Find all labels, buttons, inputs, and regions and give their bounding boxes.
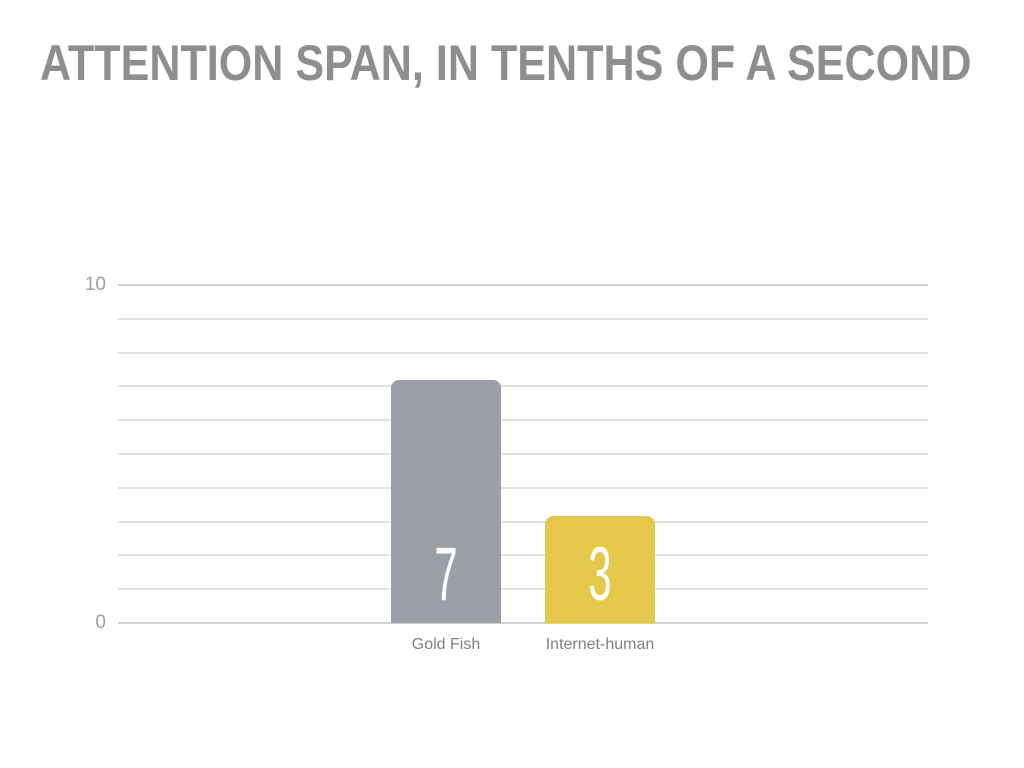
bar-gold-fish: 7	[391, 380, 501, 623]
gridline	[118, 554, 928, 557]
y-axis-tick-label-0: 0	[95, 612, 106, 633]
y-axis-tick-label-10: 10	[84, 274, 106, 295]
gridline	[118, 520, 928, 523]
gridline	[118, 622, 928, 624]
gridline	[118, 453, 928, 455]
gridline	[118, 419, 928, 422]
bar-chart-plot-area: 10 0 7 Gold Fish 3 Internet-human	[85, 274, 928, 653]
bar-internet-human: 3	[545, 515, 655, 623]
gridline	[118, 284, 928, 286]
bar-value-label-internet-human: 3	[588, 532, 612, 617]
category-label-gold-fish: Gold Fish	[411, 636, 481, 653]
gridline	[118, 317, 928, 320]
gridline	[118, 588, 928, 591]
category-label-internet-human: Internet-human	[545, 636, 655, 653]
bar-value-label-gold-fish: 7	[434, 532, 458, 617]
gridline	[118, 385, 928, 388]
chart-title: ATTENTION SPAN, IN TENTHS OF A SECOND	[40, 35, 972, 91]
gridline	[118, 351, 928, 354]
gridline	[118, 486, 928, 489]
